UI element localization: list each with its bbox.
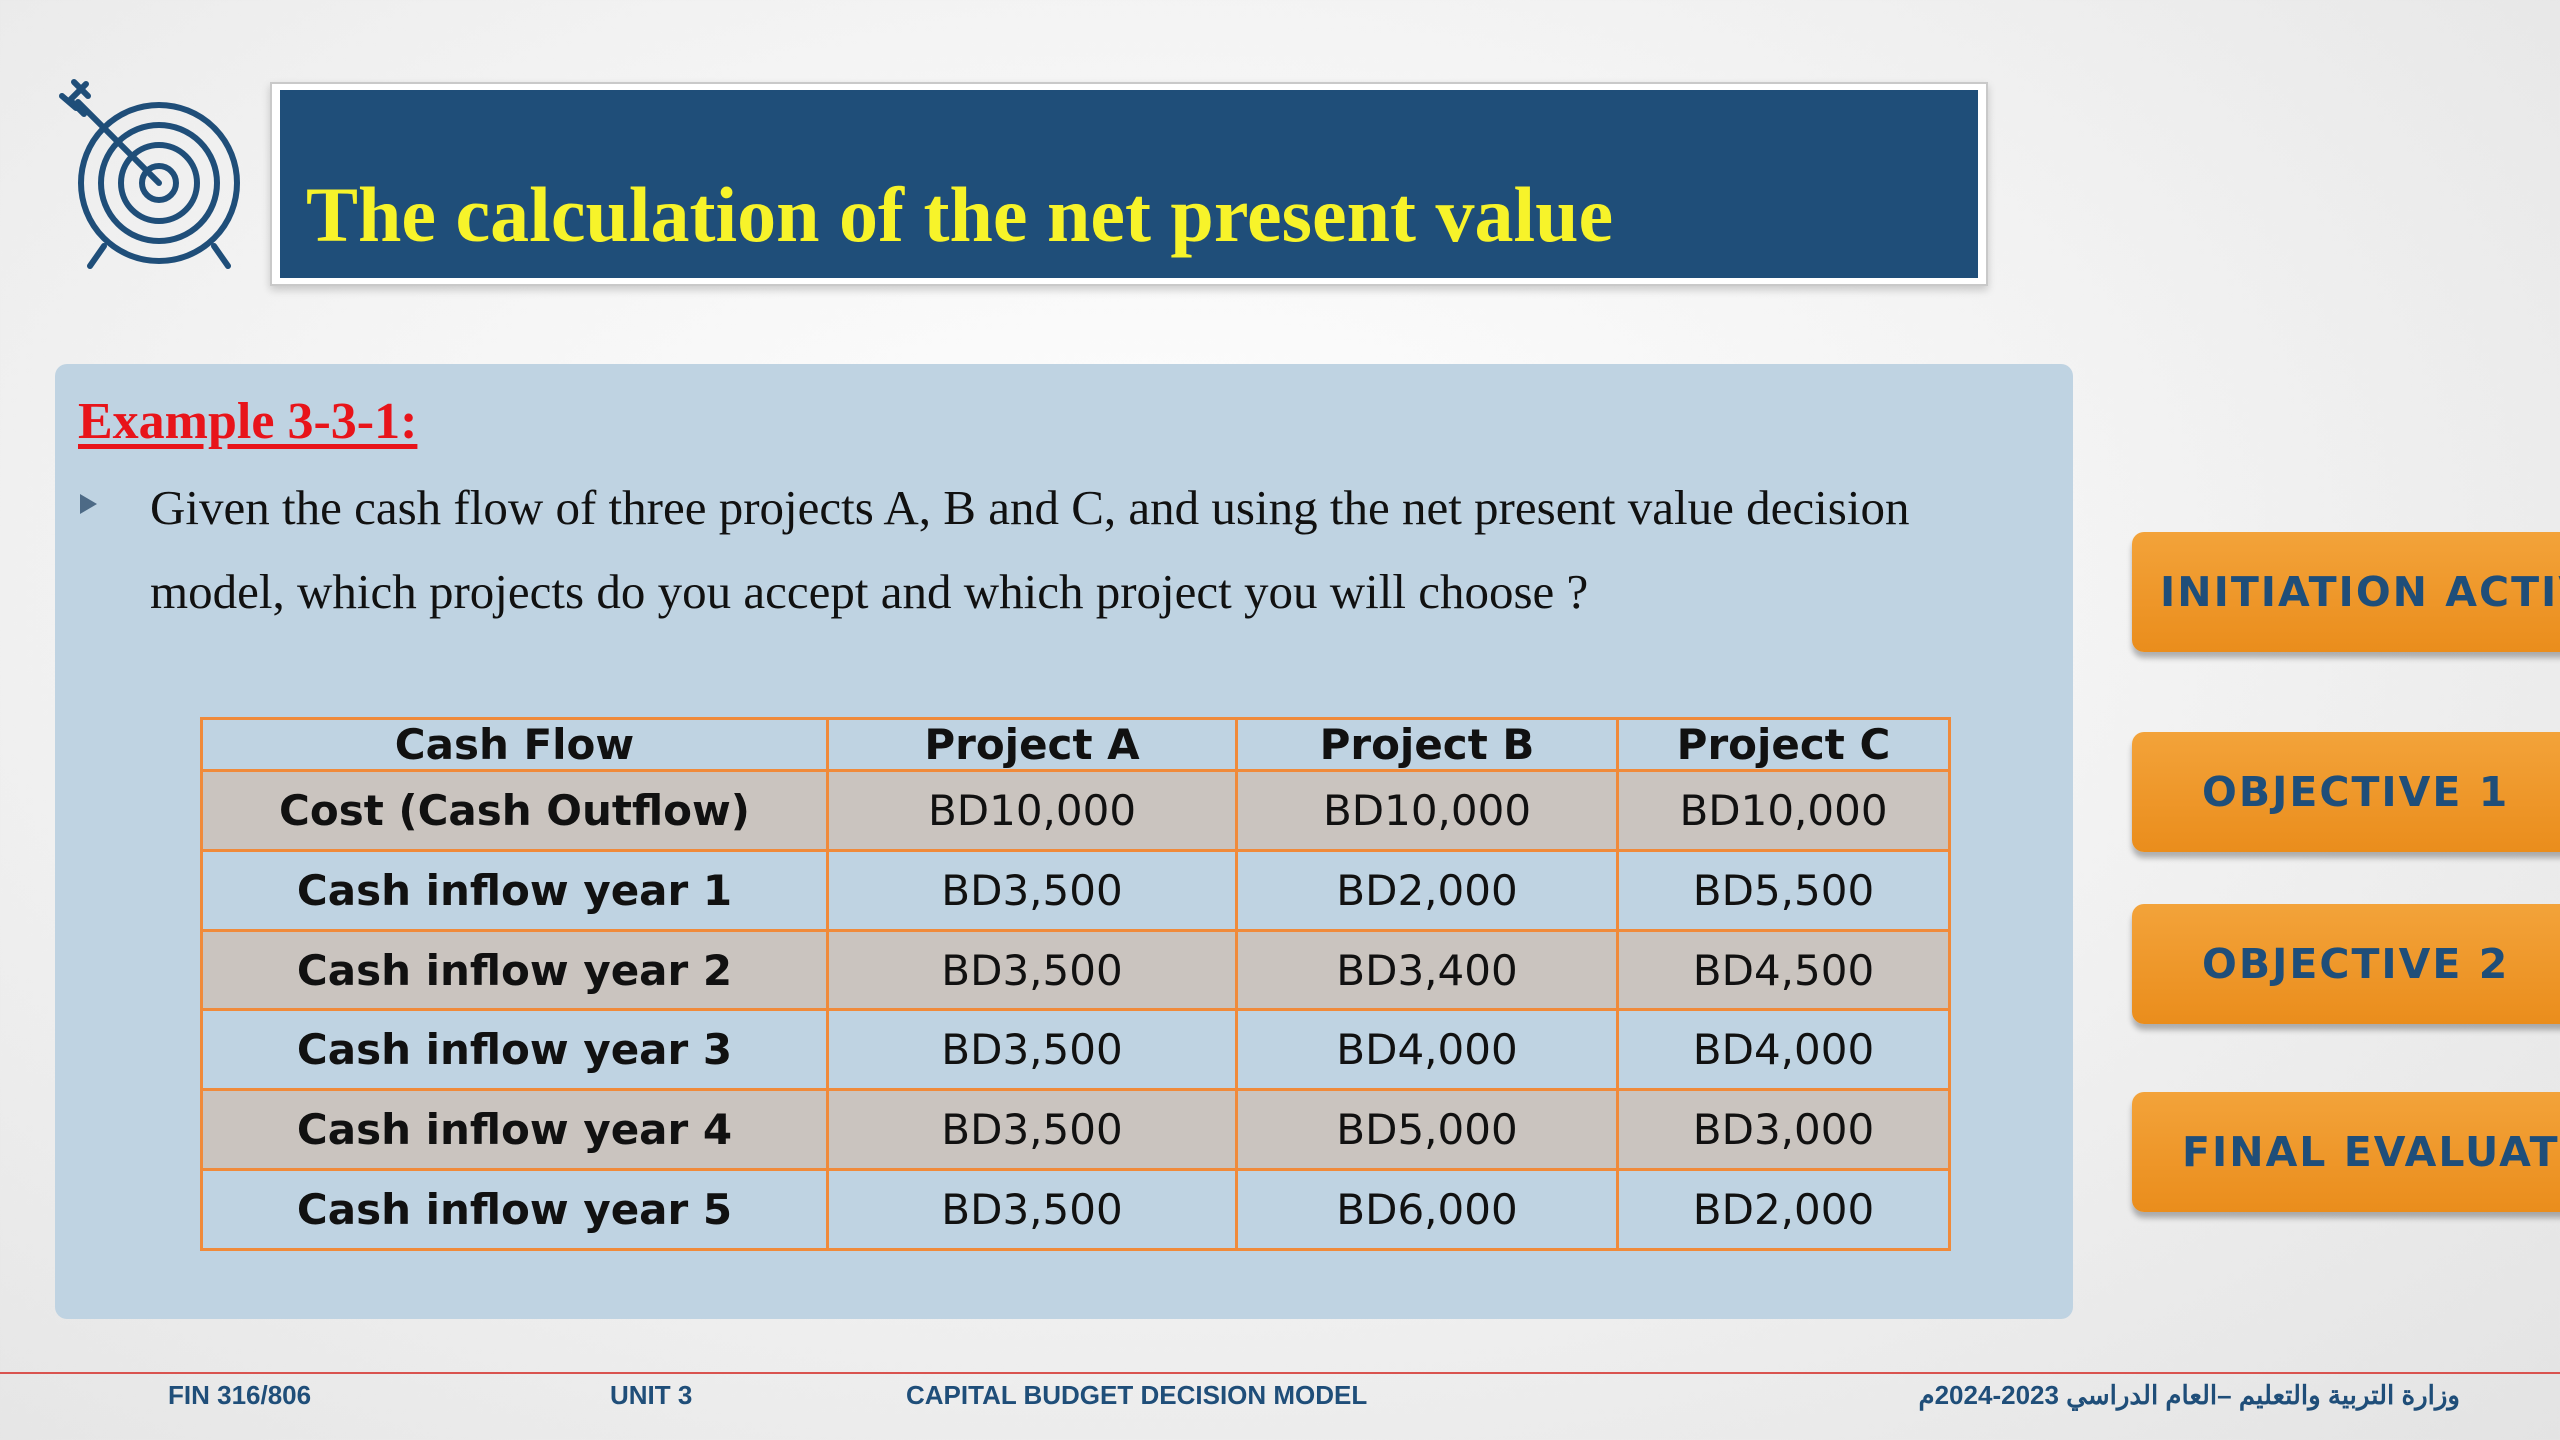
example-title: Example 3-3-1: <box>78 393 418 450</box>
table-row: Cash inflow year 3 BD3,500 BD4,000 BD4,0… <box>200 1008 1951 1092</box>
table-cell: BD3,500 <box>826 1088 1238 1172</box>
row-label: Cash inflow year 5 <box>200 1168 829 1251</box>
final-evaluation-button[interactable]: FINAL EVALUATIO <box>2132 1092 2560 1212</box>
table-cell: BD3,500 <box>826 928 1238 1012</box>
initiation-activity-button[interactable]: INITIATION ACTIVIT <box>2132 532 2560 652</box>
footer-unit: UNIT 3 <box>610 1380 693 1410</box>
title-banner: The calculation of the net present value <box>270 82 1988 286</box>
row-label: Cash inflow year 2 <box>200 928 829 1012</box>
table-cell: BD3,400 <box>1235 928 1619 1012</box>
objective-2-button[interactable]: OBJECTIVE 2 <box>2132 904 2560 1024</box>
row-label: Cash inflow year 1 <box>200 848 829 932</box>
footer-course-code: FIN 316/806 <box>168 1380 312 1410</box>
table-cell: BD6,000 <box>1235 1168 1619 1251</box>
objective-1-button[interactable]: OBJECTIVE 1 <box>2132 732 2560 852</box>
footer-divider <box>0 1372 2560 1374</box>
table-cell: BD2,000 <box>1235 848 1619 932</box>
table-cell: BD4,000 <box>1235 1008 1619 1092</box>
table-cell: BD4,000 <box>1616 1008 1951 1092</box>
table-row: Cash inflow year 2 BD3,500 BD3,400 BD4,5… <box>200 928 1951 1012</box>
column-header: Project A <box>826 717 1238 772</box>
table-cell: BD3,500 <box>826 1168 1238 1251</box>
row-label: Cash inflow year 3 <box>200 1008 829 1092</box>
target-arrow-icon <box>59 79 240 269</box>
table-cell: BD10,000 <box>826 769 1238 852</box>
title-bar: The calculation of the net present value <box>280 90 1978 278</box>
table-cell: BD4,500 <box>1616 928 1951 1012</box>
footer-ministry: وزارة التربية والتعليم –العام الدراسي 20… <box>1918 1380 2460 1410</box>
footer-topic: CAPITAL BUDGET DECISION MODEL <box>906 1380 1368 1410</box>
cash-flow-table: Cash Flow Project A Project B Project C … <box>200 717 1951 1251</box>
table-row: Cash inflow year 4 BD3,500 BD5,000 BD3,0… <box>200 1088 1951 1172</box>
column-header: Cash Flow <box>200 717 829 772</box>
table-row: Cash inflow year 5 BD3,500 BD6,000 BD2,0… <box>200 1168 1951 1251</box>
table-header-row: Cash Flow Project A Project B Project C <box>200 717 1951 772</box>
table-cell: BD10,000 <box>1235 769 1619 852</box>
table-cell: BD5,000 <box>1235 1088 1619 1172</box>
table-cell: BD3,500 <box>826 1008 1238 1092</box>
triangle-bullet-icon <box>80 494 97 514</box>
table-cell: BD5,500 <box>1616 848 1951 932</box>
table-cell: BD2,000 <box>1616 1168 1951 1251</box>
table-cell: BD3,500 <box>826 848 1238 932</box>
example-question: Given the cash flow of three projects A,… <box>150 480 1910 619</box>
row-label: Cash inflow year 4 <box>200 1088 829 1172</box>
table-row: Cash inflow year 1 BD3,500 BD2,000 BD5,5… <box>200 848 1951 932</box>
page-title: The calculation of the net present value <box>306 171 1614 258</box>
table-cell: BD3,000 <box>1616 1088 1951 1172</box>
column-header: Project B <box>1235 717 1619 772</box>
row-label: Cost (Cash Outflow) <box>200 769 829 852</box>
column-header: Project C <box>1616 717 1951 772</box>
table-cell: BD10,000 <box>1616 769 1951 852</box>
table-row: Cost (Cash Outflow) BD10,000 BD10,000 BD… <box>200 769 1951 852</box>
